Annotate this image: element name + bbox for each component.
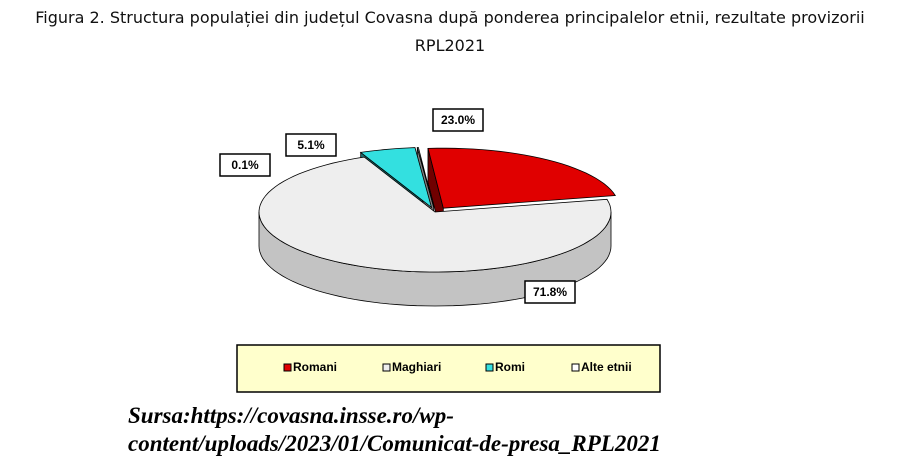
legend-swatch: [283, 363, 292, 372]
legend-label: Romi: [495, 360, 525, 374]
slice: [359, 147, 433, 209]
legend-box: [236, 344, 661, 393]
value-label: 5.1%: [297, 138, 325, 152]
legend-swatch: [485, 363, 494, 372]
value-label-box: [219, 153, 271, 177]
value-label: 0.1%: [231, 158, 259, 172]
value-label: 71.8%: [533, 285, 567, 299]
value-label-box: [524, 280, 576, 304]
chart-title: Figura 2. Structura populației din județ…: [35, 8, 865, 55]
value-label-box: [285, 133, 337, 157]
value-label-box: [432, 108, 484, 132]
chart: 23.0% 71.8% 5.1% 0.1% Romani Maghiari Romi Alte…: [219, 108, 661, 393]
legend-swatch: [571, 363, 580, 372]
source: Sursa:https://covasna.insse.ro/wp-conten…: [128, 403, 661, 456]
legend-swatch: [382, 363, 391, 372]
slice: [427, 147, 617, 209]
legend-label: Romani: [293, 360, 337, 374]
slice: [258, 156, 612, 273]
legend-label: Maghiari: [392, 360, 441, 374]
value-label: 23.0%: [441, 113, 475, 127]
slice: [416, 147, 435, 208]
legend-label: Alte etnii: [581, 360, 632, 374]
